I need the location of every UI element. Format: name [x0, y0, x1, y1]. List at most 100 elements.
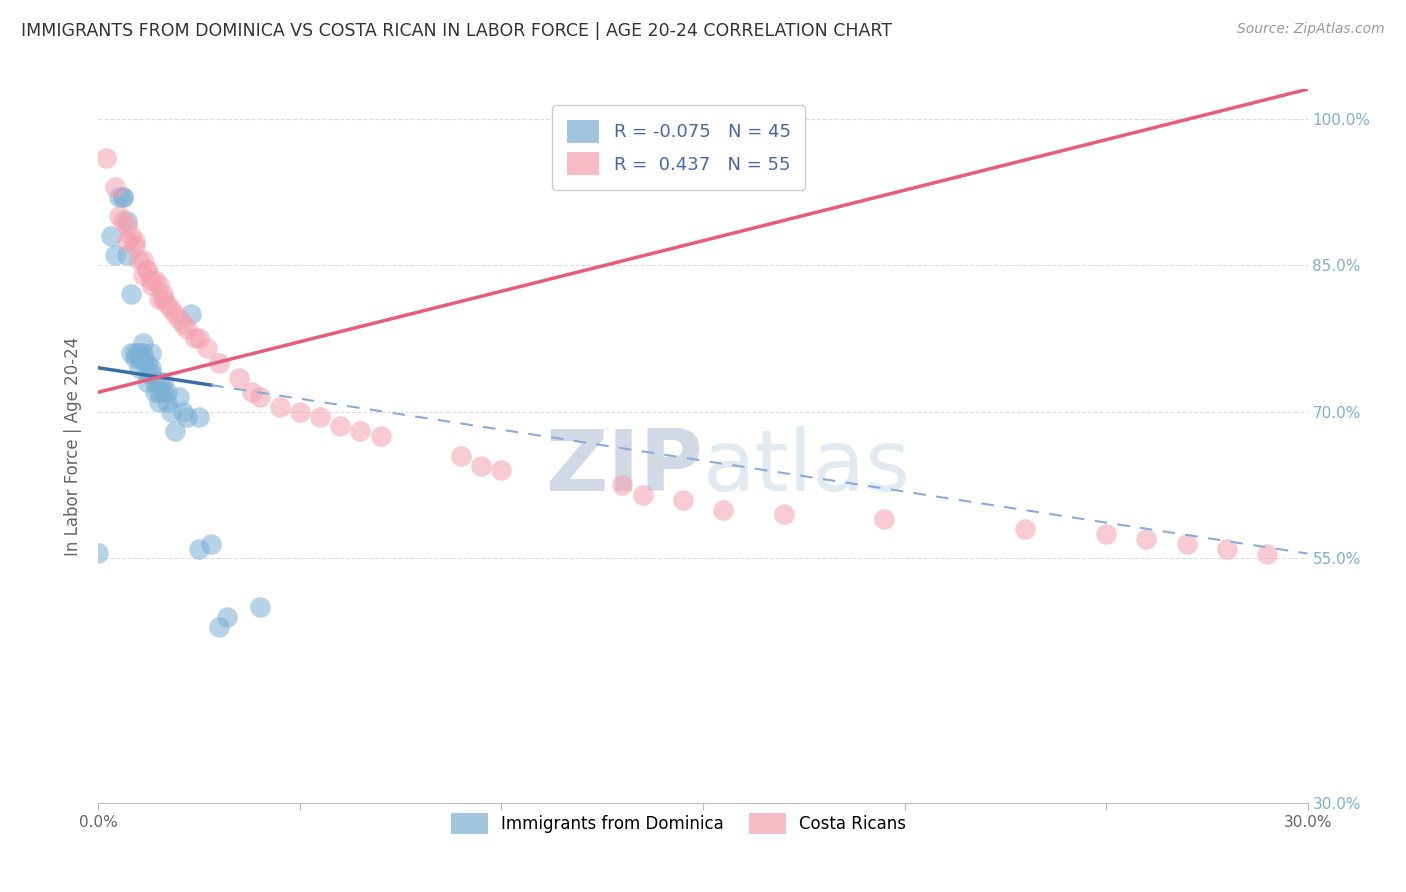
Point	[228, 370, 250, 384]
Point	[208, 356, 231, 370]
Point	[711, 502, 734, 516]
Point	[349, 425, 371, 439]
Point	[176, 321, 198, 335]
Point	[143, 385, 166, 400]
Point	[135, 366, 157, 380]
Point	[370, 429, 392, 443]
Point	[672, 492, 695, 507]
Point	[180, 307, 202, 321]
Point	[124, 234, 146, 248]
Point	[132, 268, 155, 282]
Text: Source: ZipAtlas.com: Source: ZipAtlas.com	[1237, 22, 1385, 37]
Point	[120, 346, 142, 360]
Text: atlas: atlas	[703, 425, 911, 509]
Point	[143, 376, 166, 390]
Point	[1095, 527, 1118, 541]
Text: IMMIGRANTS FROM DOMINICA VS COSTA RICAN IN LABOR FORCE | AGE 20-24 CORRELATION C: IMMIGRANTS FROM DOMINICA VS COSTA RICAN …	[21, 22, 891, 40]
Point	[163, 307, 186, 321]
Point	[156, 385, 179, 400]
Point	[132, 346, 155, 360]
Point	[148, 293, 170, 307]
Y-axis label: In Labor Force | Age 20-24: In Labor Force | Age 20-24	[65, 336, 83, 556]
Point	[152, 287, 174, 301]
Point	[103, 248, 125, 262]
Point	[132, 253, 155, 268]
Point	[124, 351, 146, 365]
Point	[195, 341, 218, 355]
Point	[148, 376, 170, 390]
Point	[491, 463, 513, 477]
Point	[107, 190, 129, 204]
Point	[135, 263, 157, 277]
Point	[135, 376, 157, 390]
Text: ZIP: ZIP	[546, 425, 703, 509]
Point	[772, 508, 794, 522]
Point	[124, 238, 146, 252]
Point	[249, 600, 271, 615]
Point	[1256, 547, 1278, 561]
Point	[111, 190, 134, 204]
Point	[176, 409, 198, 424]
Point	[152, 293, 174, 307]
Point	[156, 395, 179, 409]
Point	[135, 356, 157, 370]
Point	[160, 302, 183, 317]
Point	[163, 425, 186, 439]
Point	[184, 331, 207, 345]
Point	[612, 478, 634, 492]
Point	[111, 214, 134, 228]
Point	[269, 400, 291, 414]
Point	[188, 541, 211, 556]
Legend: Immigrants from Dominica, Costa Ricans: Immigrants from Dominica, Costa Ricans	[444, 806, 912, 841]
Point	[132, 351, 155, 365]
Point	[128, 253, 150, 268]
Point	[152, 385, 174, 400]
Point	[115, 248, 138, 262]
Point	[100, 228, 122, 243]
Point	[329, 419, 352, 434]
Point	[115, 219, 138, 233]
Point	[309, 409, 332, 424]
Point	[120, 228, 142, 243]
Point	[167, 390, 190, 404]
Point	[139, 360, 162, 375]
Point	[1216, 541, 1239, 556]
Point	[470, 458, 492, 473]
Point	[167, 312, 190, 326]
Point	[111, 190, 134, 204]
Point	[188, 331, 211, 345]
Point	[1135, 532, 1157, 546]
Point	[450, 449, 472, 463]
Point	[188, 409, 211, 424]
Point	[128, 346, 150, 360]
Point	[139, 366, 162, 380]
Point	[172, 405, 194, 419]
Point	[288, 405, 311, 419]
Point	[139, 346, 162, 360]
Point	[139, 273, 162, 287]
Point	[120, 287, 142, 301]
Point	[631, 488, 654, 502]
Point	[132, 336, 155, 351]
Point	[115, 234, 138, 248]
Point	[128, 360, 150, 375]
Point	[152, 376, 174, 390]
Point	[148, 395, 170, 409]
Point	[208, 620, 231, 634]
Point	[240, 385, 263, 400]
Point	[124, 346, 146, 360]
Point	[135, 263, 157, 277]
Point	[128, 351, 150, 365]
Point	[200, 537, 222, 551]
Point	[172, 317, 194, 331]
Point	[87, 545, 110, 559]
Point	[217, 610, 239, 624]
Point	[156, 297, 179, 311]
Point	[103, 180, 125, 194]
Point	[96, 151, 118, 165]
Point	[1014, 522, 1036, 536]
Point	[139, 277, 162, 292]
Point	[148, 277, 170, 292]
Point	[148, 385, 170, 400]
Point	[143, 273, 166, 287]
